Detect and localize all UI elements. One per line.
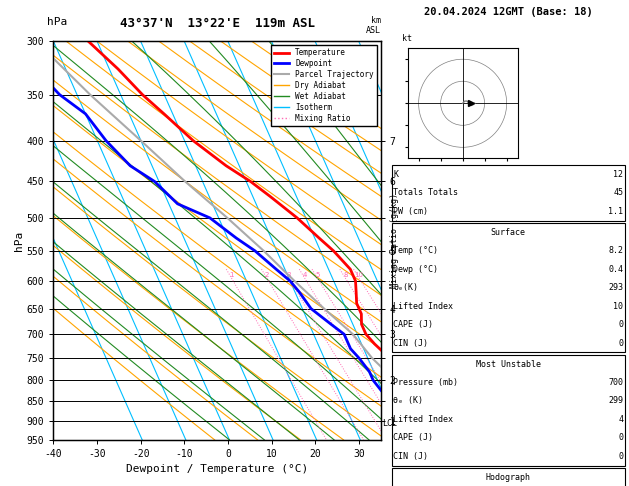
Text: hPa: hPa [47,17,67,27]
Text: 8: 8 [343,272,348,278]
Text: 43°37'N  13°22'E  119m ASL: 43°37'N 13°22'E 119m ASL [120,17,314,30]
Text: PW (cm): PW (cm) [393,207,428,216]
Text: 1.1: 1.1 [608,207,623,216]
Text: CIN (J): CIN (J) [393,452,428,461]
Text: Surface: Surface [491,228,526,237]
Text: 299: 299 [608,397,623,405]
Text: LCL: LCL [382,418,397,428]
Text: 293: 293 [608,283,623,292]
X-axis label: Dewpoint / Temperature (°C): Dewpoint / Temperature (°C) [126,465,308,474]
Text: 4: 4 [618,415,623,424]
Text: Totals Totals: Totals Totals [393,189,458,197]
Text: Dewp (°C): Dewp (°C) [393,265,438,274]
Text: CAPE (J): CAPE (J) [393,434,433,442]
Text: 8.2: 8.2 [608,246,623,255]
Text: Pressure (mb): Pressure (mb) [393,378,458,387]
Text: 12: 12 [613,170,623,179]
Text: 3: 3 [286,272,291,278]
Text: 0: 0 [618,339,623,347]
Y-axis label: hPa: hPa [14,230,24,251]
Text: CAPE (J): CAPE (J) [393,320,433,329]
Text: km
ASL: km ASL [365,16,381,35]
Legend: Temperature, Dewpoint, Parcel Trajectory, Dry Adiabat, Wet Adiabat, Isotherm, Mi: Temperature, Dewpoint, Parcel Trajectory… [270,45,377,126]
Text: 0: 0 [618,320,623,329]
Text: Lifted Index: Lifted Index [393,415,453,424]
Text: 2: 2 [265,272,269,278]
Text: 10: 10 [355,272,364,278]
Text: Temp (°C): Temp (°C) [393,246,438,255]
Text: 1: 1 [229,272,234,278]
Text: Mixing Ratio (g/kg): Mixing Ratio (g/kg) [390,193,399,288]
Text: θₑ(K): θₑ(K) [393,283,418,292]
Text: 45: 45 [613,189,623,197]
Text: CIN (J): CIN (J) [393,339,428,347]
Text: 0: 0 [618,452,623,461]
Text: 0: 0 [618,434,623,442]
Text: K: K [393,170,398,179]
Text: 20.04.2024 12GMT (Base: 18): 20.04.2024 12GMT (Base: 18) [424,7,593,17]
Text: 5: 5 [315,272,320,278]
Text: Lifted Index: Lifted Index [393,302,453,311]
Text: 0.4: 0.4 [608,265,623,274]
Text: Most Unstable: Most Unstable [476,360,541,368]
Text: θₑ (K): θₑ (K) [393,397,423,405]
Text: 700: 700 [608,378,623,387]
Text: kt: kt [402,34,412,43]
Text: 10: 10 [613,302,623,311]
Text: Hodograph: Hodograph [486,473,531,482]
Text: 4: 4 [303,272,307,278]
